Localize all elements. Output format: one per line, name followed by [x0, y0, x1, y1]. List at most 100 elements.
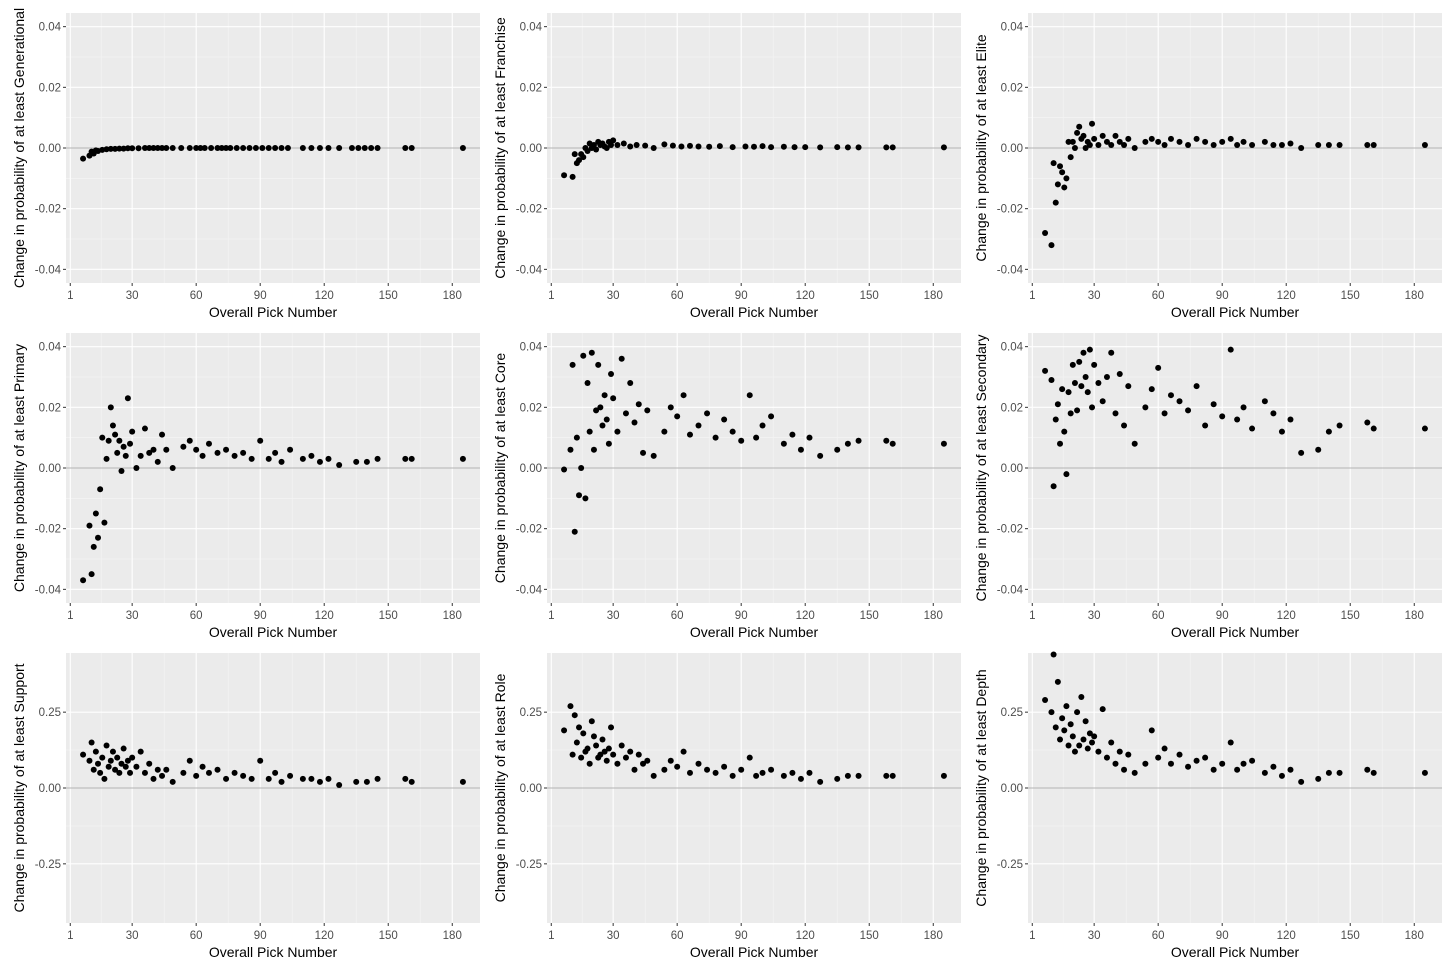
panel-support: -0.25 0.00 0.25 1 30 60 90 120 150 180 Overall Pic… [11, 653, 480, 960]
data-point [601, 748, 608, 755]
data-point [610, 395, 617, 402]
data-point [1125, 383, 1132, 390]
y-tick-label: -0.02 [35, 524, 61, 536]
data-point [578, 754, 585, 761]
data-point [259, 145, 266, 151]
y-axis-title: Change in probability of at least Elite [973, 34, 989, 261]
data-point [597, 404, 604, 411]
data-point [567, 446, 574, 453]
data-point [105, 763, 112, 770]
data-point [1063, 175, 1070, 182]
data-point [1089, 739, 1096, 746]
panel-generational: -0.04 -0.02 0.00 0.02 0.04 1 30 60 90 120 150 180 Ov… [11, 8, 480, 320]
y-tick-label: 0.00 [1001, 143, 1023, 155]
data-point [127, 769, 134, 776]
data-point [650, 452, 657, 459]
data-point [1261, 138, 1268, 145]
data-point [1121, 766, 1128, 773]
data-point [299, 455, 306, 462]
data-point [1059, 386, 1066, 393]
data-point [1148, 135, 1155, 142]
data-point [844, 144, 851, 151]
data-point [1167, 760, 1174, 767]
data-point [1080, 349, 1087, 356]
x-tick-label: 90 [1216, 930, 1229, 942]
data-point [103, 146, 110, 153]
data-point [459, 145, 466, 151]
data-point [287, 446, 294, 453]
data-point [316, 458, 323, 465]
data-point [802, 144, 809, 151]
data-point [1202, 422, 1209, 429]
data-point [201, 145, 208, 151]
data-point [114, 754, 121, 761]
data-point [186, 757, 193, 764]
data-point [1103, 373, 1110, 380]
data-point [1234, 766, 1241, 773]
data-point [402, 775, 409, 782]
data-point [159, 772, 166, 779]
data-point [120, 745, 127, 752]
x-tick-label: 30 [1088, 610, 1101, 622]
data-point [608, 724, 615, 731]
x-tick-label: 150 [860, 610, 879, 622]
data-point [374, 455, 381, 462]
data-point [661, 141, 668, 148]
data-point [1074, 407, 1081, 414]
data-point [1167, 392, 1174, 399]
x-tick-label: 90 [1216, 610, 1229, 622]
data-point [590, 446, 597, 453]
data-point [1071, 380, 1078, 387]
data-point [742, 143, 749, 150]
data-point [107, 757, 114, 764]
data-point [1219, 760, 1226, 767]
data-point [1148, 386, 1155, 393]
y-axis-title: Change in probability of at least Franch… [492, 17, 508, 279]
data-point [706, 143, 713, 150]
x-tick-label: 60 [671, 610, 684, 622]
data-point [118, 468, 125, 475]
data-point [1067, 721, 1074, 728]
data-point [729, 772, 736, 779]
data-point [1155, 754, 1162, 761]
data-point [353, 458, 360, 465]
x-axis-title: Overall Pick Number [209, 944, 338, 960]
x-tick-label: 180 [1405, 610, 1424, 622]
data-point [193, 772, 200, 779]
data-point [1099, 706, 1106, 713]
y-axis-title: Change in probability of at least Second… [973, 335, 989, 602]
data-point [124, 145, 131, 152]
data-point [1076, 358, 1083, 365]
data-point [584, 380, 591, 387]
data-point [1116, 748, 1123, 755]
data-point [797, 775, 804, 782]
data-point [806, 769, 813, 776]
data-point [1063, 471, 1070, 478]
data-point [1108, 739, 1115, 746]
data-point [1336, 141, 1343, 148]
data-point [1116, 370, 1123, 377]
data-point [1089, 404, 1096, 411]
data-point [1084, 745, 1091, 752]
data-point [593, 742, 600, 749]
data-point [650, 772, 657, 779]
data-point [80, 155, 87, 162]
data-point [618, 355, 625, 362]
y-axis-title: Change in probability of at least Genera… [11, 8, 27, 288]
data-point [1421, 769, 1428, 776]
y-tick-label: -0.04 [516, 264, 543, 276]
data-point [231, 452, 238, 459]
data-point [1063, 703, 1070, 710]
x-tick-label: 1 [548, 290, 554, 302]
data-point [1278, 772, 1285, 779]
data-point [127, 440, 134, 447]
data-point [163, 446, 170, 453]
data-point [99, 754, 106, 761]
x-tick-label: 30 [1088, 290, 1101, 302]
data-point [678, 143, 685, 150]
data-point [889, 440, 896, 447]
data-point [272, 145, 279, 151]
data-point [686, 769, 693, 776]
data-point [118, 760, 125, 767]
data-point [1234, 141, 1241, 148]
